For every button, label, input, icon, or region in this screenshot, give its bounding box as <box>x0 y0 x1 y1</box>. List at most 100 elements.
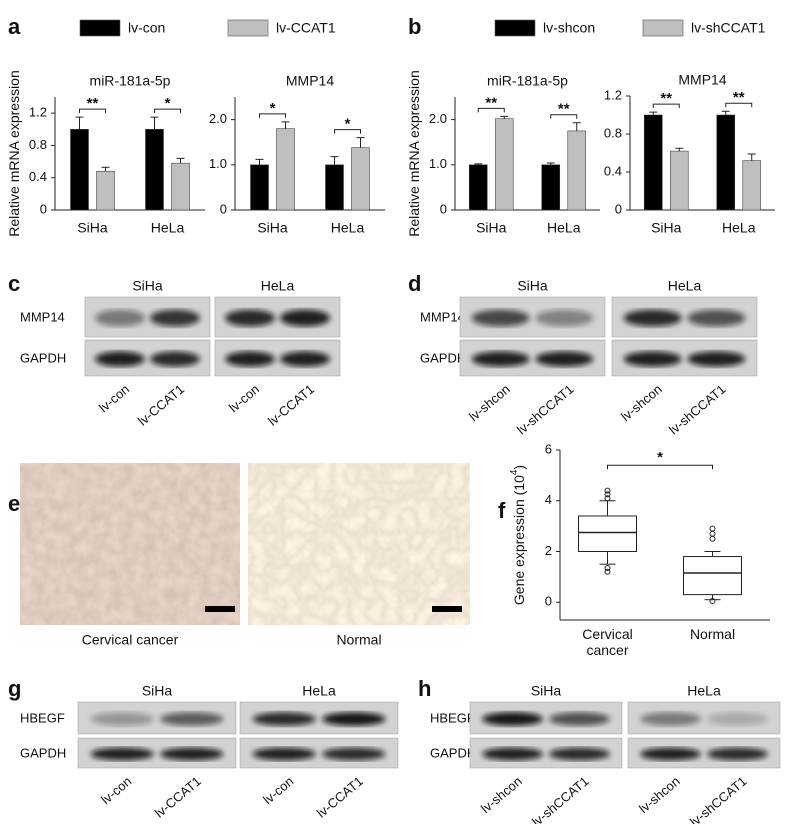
flier <box>604 491 611 498</box>
y-tick-label: 1.0 <box>209 156 227 171</box>
y-tick-label: 1.0 <box>429 156 447 171</box>
blot-band <box>160 747 224 761</box>
blot-band <box>707 747 768 761</box>
x-tick-label: Cervical cancer <box>582 626 633 658</box>
lane-label: lv-CCAT1 <box>135 381 187 428</box>
significance-label: ** <box>660 90 672 107</box>
flier <box>709 535 716 542</box>
error-bar <box>649 111 658 115</box>
panel-letter: f <box>498 498 506 523</box>
significance-bracket <box>652 103 680 109</box>
scale-bar <box>432 606 462 612</box>
x-tick-label: SiHa <box>651 220 682 236</box>
blot-band <box>549 712 610 726</box>
y-tick-label: 0.4 <box>604 163 622 178</box>
blot-band <box>471 351 530 367</box>
blot-band <box>687 351 746 367</box>
y-axis-label-text: Relative mRNA expression <box>406 70 422 237</box>
bar <box>276 128 295 211</box>
blot-band <box>707 712 768 726</box>
lane-label: lv-shCCAT1 <box>529 773 592 824</box>
significance-label: ** <box>733 89 745 106</box>
bar <box>325 164 344 211</box>
lane-label: lv-shCCAT1 <box>666 381 729 437</box>
significance-label: ** <box>558 101 570 118</box>
x-tick-label: SiHa <box>77 220 108 236</box>
y-tick-label: 1.2 <box>29 105 47 120</box>
bar <box>716 114 736 211</box>
blot-row-label: GAPDH <box>20 350 66 365</box>
y-tick-label: 6 <box>545 441 552 456</box>
blot-row-label: GAPDH <box>420 350 466 365</box>
bar <box>669 150 689 211</box>
blot-band <box>623 309 682 327</box>
legend-label: lv-shCCAT1 <box>691 20 766 36</box>
y-tick-label: 0 <box>545 594 552 609</box>
panel-letter: a <box>8 14 21 39</box>
x-tick-label: HeLa <box>151 220 185 236</box>
error-bar <box>572 122 581 131</box>
flier <box>709 530 716 537</box>
lane-label: lv-shcon <box>466 381 513 424</box>
flier <box>604 487 611 494</box>
bar <box>145 128 164 211</box>
blot-band <box>280 351 330 367</box>
lane-label: lv-con <box>96 381 132 415</box>
histology-label: Normal <box>336 632 381 648</box>
blot-band <box>95 351 145 367</box>
flier <box>709 597 716 604</box>
error-bar <box>747 153 756 161</box>
significance-bracket <box>725 102 753 108</box>
scale-bar <box>205 606 235 612</box>
significance-label: ** <box>485 94 497 111</box>
significance-bracket <box>154 108 181 114</box>
flier <box>709 525 716 532</box>
y-tick-label: 0.4 <box>29 169 47 184</box>
histology-image <box>248 463 470 625</box>
bar <box>171 162 190 211</box>
legend-swatch <box>642 19 684 37</box>
bar <box>567 130 587 211</box>
blot-band <box>225 309 275 327</box>
error-bar <box>356 137 365 148</box>
blot-band <box>549 747 610 761</box>
lane-label: lv-shCCAT1 <box>687 773 750 824</box>
legend-swatch <box>79 19 121 37</box>
x-tick-label: SiHa <box>257 220 288 236</box>
blot-band <box>471 309 530 327</box>
y-axis-label-text: Gene expression (10 <box>511 475 527 605</box>
blot-band <box>535 309 594 327</box>
blot-band <box>225 351 275 367</box>
blot-row-label: MMP14 <box>420 309 465 324</box>
legend-swatch <box>494 19 536 37</box>
blot-band <box>640 747 701 761</box>
cell-line-label: SiHa <box>132 278 163 294</box>
error-bar <box>500 115 509 119</box>
bar <box>494 118 514 211</box>
lane-label: lv-con <box>260 773 296 807</box>
y-tick-label: 0 <box>220 201 227 216</box>
panel-letter: g <box>8 676 21 701</box>
y-axis-label-text: ) <box>511 465 527 470</box>
histology-label: Cervical cancer <box>82 632 179 648</box>
x-tick-label: SiHa <box>476 220 507 236</box>
lane-label: lv-CCAT1 <box>265 381 317 428</box>
blot-band <box>280 309 330 327</box>
error-bar <box>721 110 730 115</box>
bar <box>742 160 762 211</box>
y-axis-label-text: Relative mRNA expression <box>6 70 22 237</box>
cell-line-label: SiHa <box>517 278 548 294</box>
y-tick-label: 0 <box>440 201 447 216</box>
lane-label: lv-CCAT1 <box>152 773 204 820</box>
y-axis-label-exponent: 4 <box>509 469 520 475</box>
blot-band <box>482 712 543 726</box>
error-bar <box>675 147 684 152</box>
significance-bracket <box>259 113 286 118</box>
bar <box>250 164 269 211</box>
error-bar <box>474 163 483 165</box>
lane-label: lv-shCCAT1 <box>514 381 577 437</box>
blot-row-label: MMP14 <box>20 309 65 324</box>
error-bar <box>281 121 290 129</box>
